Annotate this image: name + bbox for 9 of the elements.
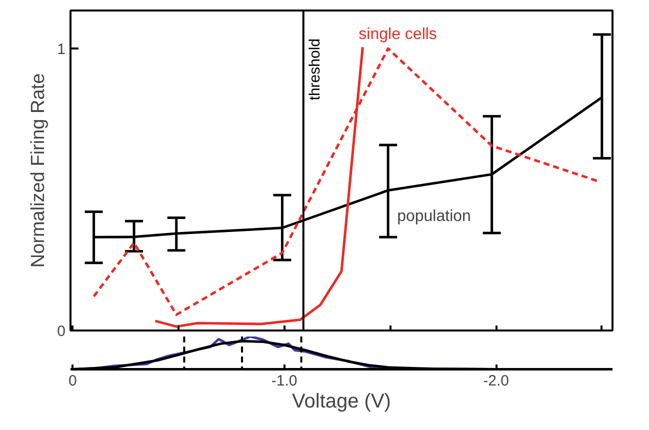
y-axis-title: Normalized Firing Rate: [28, 73, 50, 268]
series-label: single cells: [358, 26, 437, 44]
y-tick-label: 1: [57, 41, 66, 58]
annotation: population: [397, 208, 471, 225]
ref-line-label: threshold: [306, 38, 324, 100]
x-tick-label: -1.0: [271, 372, 298, 390]
x-tick-label: 0: [68, 372, 77, 390]
x-tick-label: -2.0: [483, 372, 509, 390]
x-axis-title: Voltage (V): [292, 390, 391, 412]
